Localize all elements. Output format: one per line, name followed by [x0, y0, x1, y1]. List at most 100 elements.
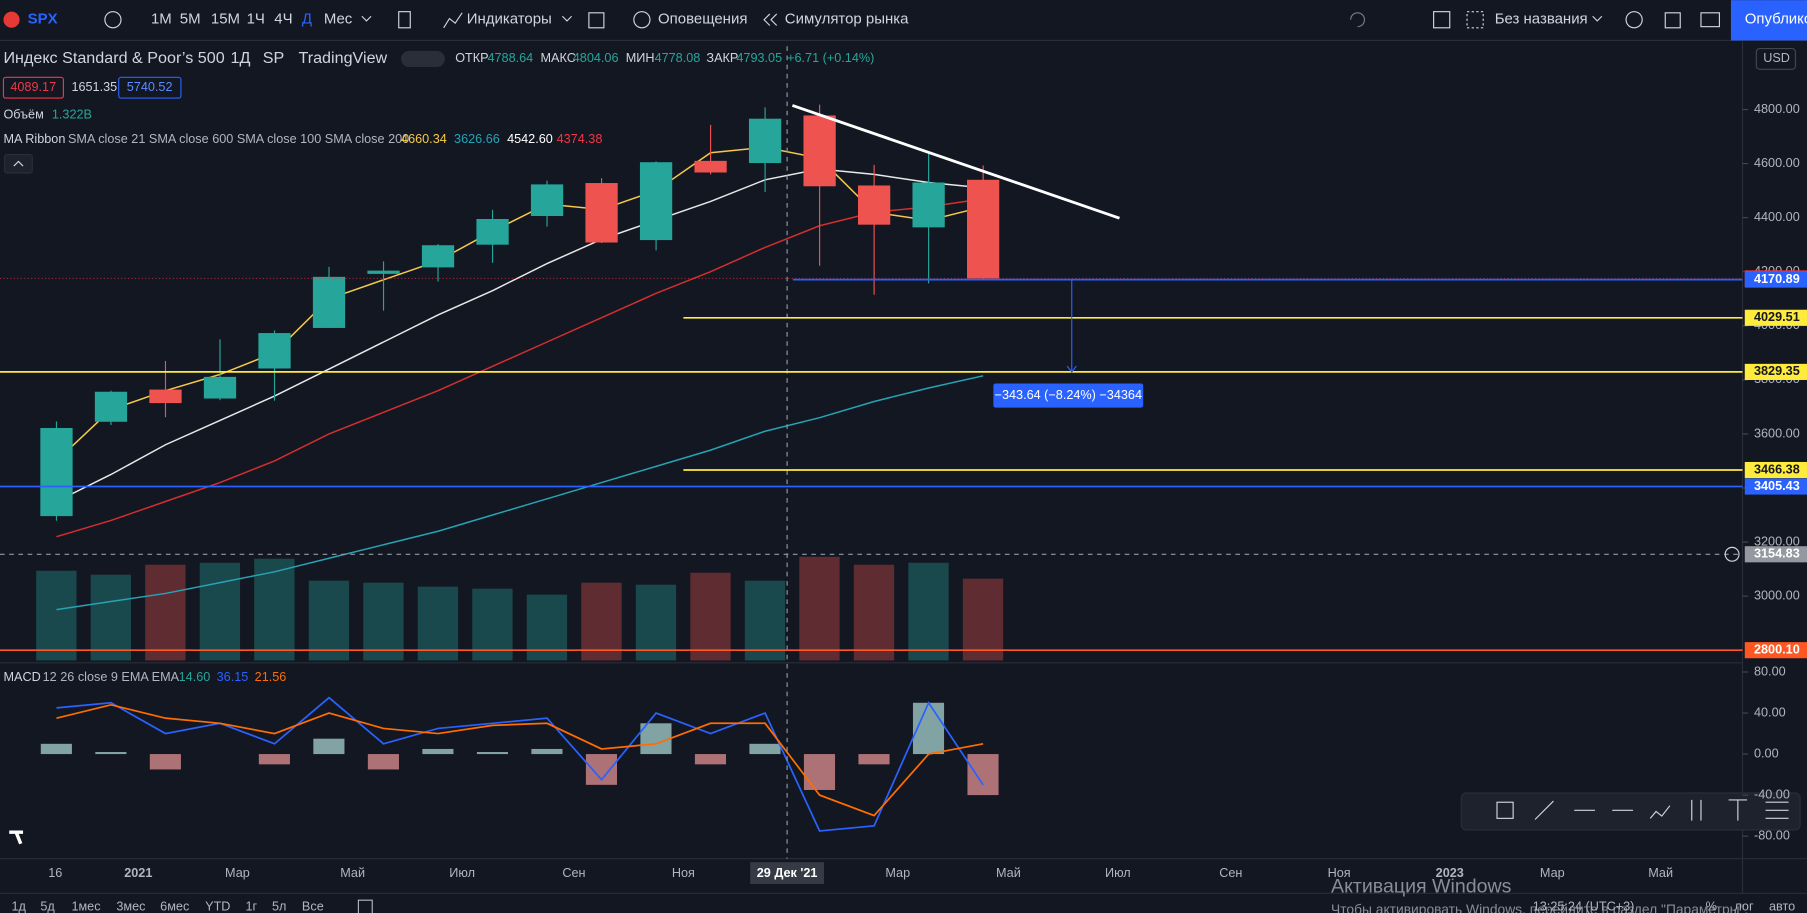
drawing-toolbar	[1460, 792, 1801, 831]
draw-tool[interactable]	[1649, 805, 1671, 819]
layout-icon[interactable]	[1466, 11, 1484, 29]
scale-button[interactable]: %	[1706, 899, 1717, 913]
dropdown-icon[interactable]	[361, 15, 372, 22]
level-label-box	[1744, 478, 1807, 495]
replay-button[interactable]: Симулятор рынка	[785, 11, 909, 28]
candle-body	[40, 427, 73, 517]
crosshair-date-box	[750, 862, 824, 885]
volume-bar	[635, 584, 677, 661]
layout-name[interactable]: Без названия	[1495, 11, 1588, 28]
status-pill[interactable]	[401, 50, 445, 67]
interval[interactable]: Мес	[324, 11, 353, 28]
add-symbol[interactable]	[104, 11, 122, 29]
indicators-icon[interactable]	[443, 12, 463, 29]
replay-icon[interactable]	[763, 13, 778, 26]
macd-value: 14.60	[179, 670, 211, 684]
candle-body	[639, 162, 673, 241]
dropdown-icon[interactable]	[1592, 15, 1603, 22]
range-button[interactable]: 3мес	[116, 899, 145, 913]
interval[interactable]: 1М	[151, 11, 172, 28]
volume-bar	[690, 572, 731, 661]
alerts-button[interactable]: Оповещения	[658, 11, 747, 28]
x-tick-label: Ноя	[1328, 866, 1351, 880]
range-button[interactable]: 1г	[245, 899, 257, 913]
y-tick-label: 4600.00	[1754, 156, 1800, 170]
ma-value: 4374.38	[557, 132, 603, 146]
ma-value: 3626.66	[454, 132, 500, 146]
level-label: 3829.35	[1754, 364, 1800, 378]
measure-box	[993, 383, 1144, 408]
x-tick-label: Май	[996, 866, 1021, 880]
scale-button[interactable]: лог	[1734, 899, 1754, 913]
symbol-logo[interactable]	[3, 11, 20, 28]
currency[interactable]: USD	[1763, 51, 1790, 65]
x-tick-label: 2021	[124, 866, 152, 880]
tv-logo[interactable]	[9, 830, 24, 845]
clock: 13:25:24 (UTC+3)	[1533, 899, 1635, 913]
draw-tool[interactable]	[1496, 801, 1514, 819]
change: +6.71 (+0.14%)	[787, 51, 874, 65]
indicators-button[interactable]: Индикаторы	[467, 11, 552, 28]
scale-button[interactable]: авто	[1769, 899, 1795, 913]
candle-body	[476, 218, 509, 245]
fullscreen-icon[interactable]	[1664, 12, 1681, 29]
x-tick-label: Сен	[1219, 866, 1242, 880]
ma-label: MA Ribbon	[3, 132, 65, 146]
publish-label[interactable]: Опубликовать	[1745, 11, 1807, 28]
ma-line	[56, 375, 984, 611]
crosshair-plus[interactable]	[1724, 546, 1740, 562]
candle-body	[585, 183, 618, 243]
level-label-box	[1744, 642, 1807, 659]
range-button[interactable]: YTD	[205, 899, 230, 913]
ma-value: 4542.60	[507, 132, 553, 146]
undo-icon[interactable]	[1350, 12, 1366, 28]
range-button[interactable]: 5л	[272, 899, 286, 913]
publish-button[interactable]	[1730, 0, 1807, 41]
range-button[interactable]: Все	[302, 899, 324, 913]
macd-histogram	[967, 754, 999, 796]
level-label: 4029.51	[1754, 310, 1800, 324]
range-button[interactable]: 6мес	[160, 899, 189, 913]
macd-histogram	[640, 723, 672, 755]
draw-tool[interactable]	[1534, 800, 1554, 820]
toolbar	[0, 0, 1807, 41]
candle-body	[367, 270, 400, 274]
ohlc-label: МИН	[626, 51, 655, 65]
layout-icon[interactable]	[1433, 11, 1451, 29]
draw-tool[interactable]	[1691, 799, 1789, 821]
macd-value: 36.15	[217, 670, 249, 684]
macd-histogram	[422, 748, 454, 755]
settings-icon[interactable]	[1625, 11, 1643, 29]
crosshair-date: 29 Дек '21	[757, 866, 818, 880]
price-box-value: 4089.17	[10, 80, 56, 94]
level-label-box	[1744, 271, 1807, 288]
dropdown-icon[interactable]	[561, 15, 573, 22]
range-button[interactable]: 1мес	[71, 899, 100, 913]
range-button[interactable]: 1д	[12, 899, 27, 913]
level-label-box	[1744, 461, 1807, 479]
collapse-icon[interactable]	[13, 160, 24, 167]
watermark: Чтобы активировать Windows, перейдите в …	[1331, 901, 1748, 913]
collapse-legend[interactable]	[4, 153, 33, 174]
y-tick-label: 3200.00	[1754, 534, 1800, 548]
calendar-icon[interactable]	[357, 899, 373, 913]
candle-body	[258, 333, 291, 369]
symbol[interactable]: SPX	[28, 11, 58, 28]
interval[interactable]: 4Ч	[274, 11, 292, 28]
ohlc-label: ОТКР	[455, 51, 488, 65]
volume-label: Объём	[3, 108, 43, 122]
interval[interactable]: 1Ч	[247, 11, 265, 28]
interval[interactable]: 15М	[211, 11, 240, 28]
snapshot-icon[interactable]	[1700, 12, 1720, 28]
candle-body	[912, 182, 945, 228]
trend-line[interactable]	[791, 104, 1120, 220]
ma-params: SMA close 21 SMA close 600 SMA close 100…	[68, 132, 409, 146]
range-button[interactable]: 5д	[40, 899, 55, 913]
x-tick-label: 16	[48, 866, 62, 880]
alerts-icon[interactable]	[633, 11, 651, 29]
interval-active[interactable]: Д	[302, 11, 312, 28]
templates-icon[interactable]	[588, 12, 605, 29]
chart-type-icon[interactable]	[398, 11, 411, 29]
currency-box[interactable]	[1755, 47, 1797, 70]
interval[interactable]: 5М	[180, 11, 201, 28]
